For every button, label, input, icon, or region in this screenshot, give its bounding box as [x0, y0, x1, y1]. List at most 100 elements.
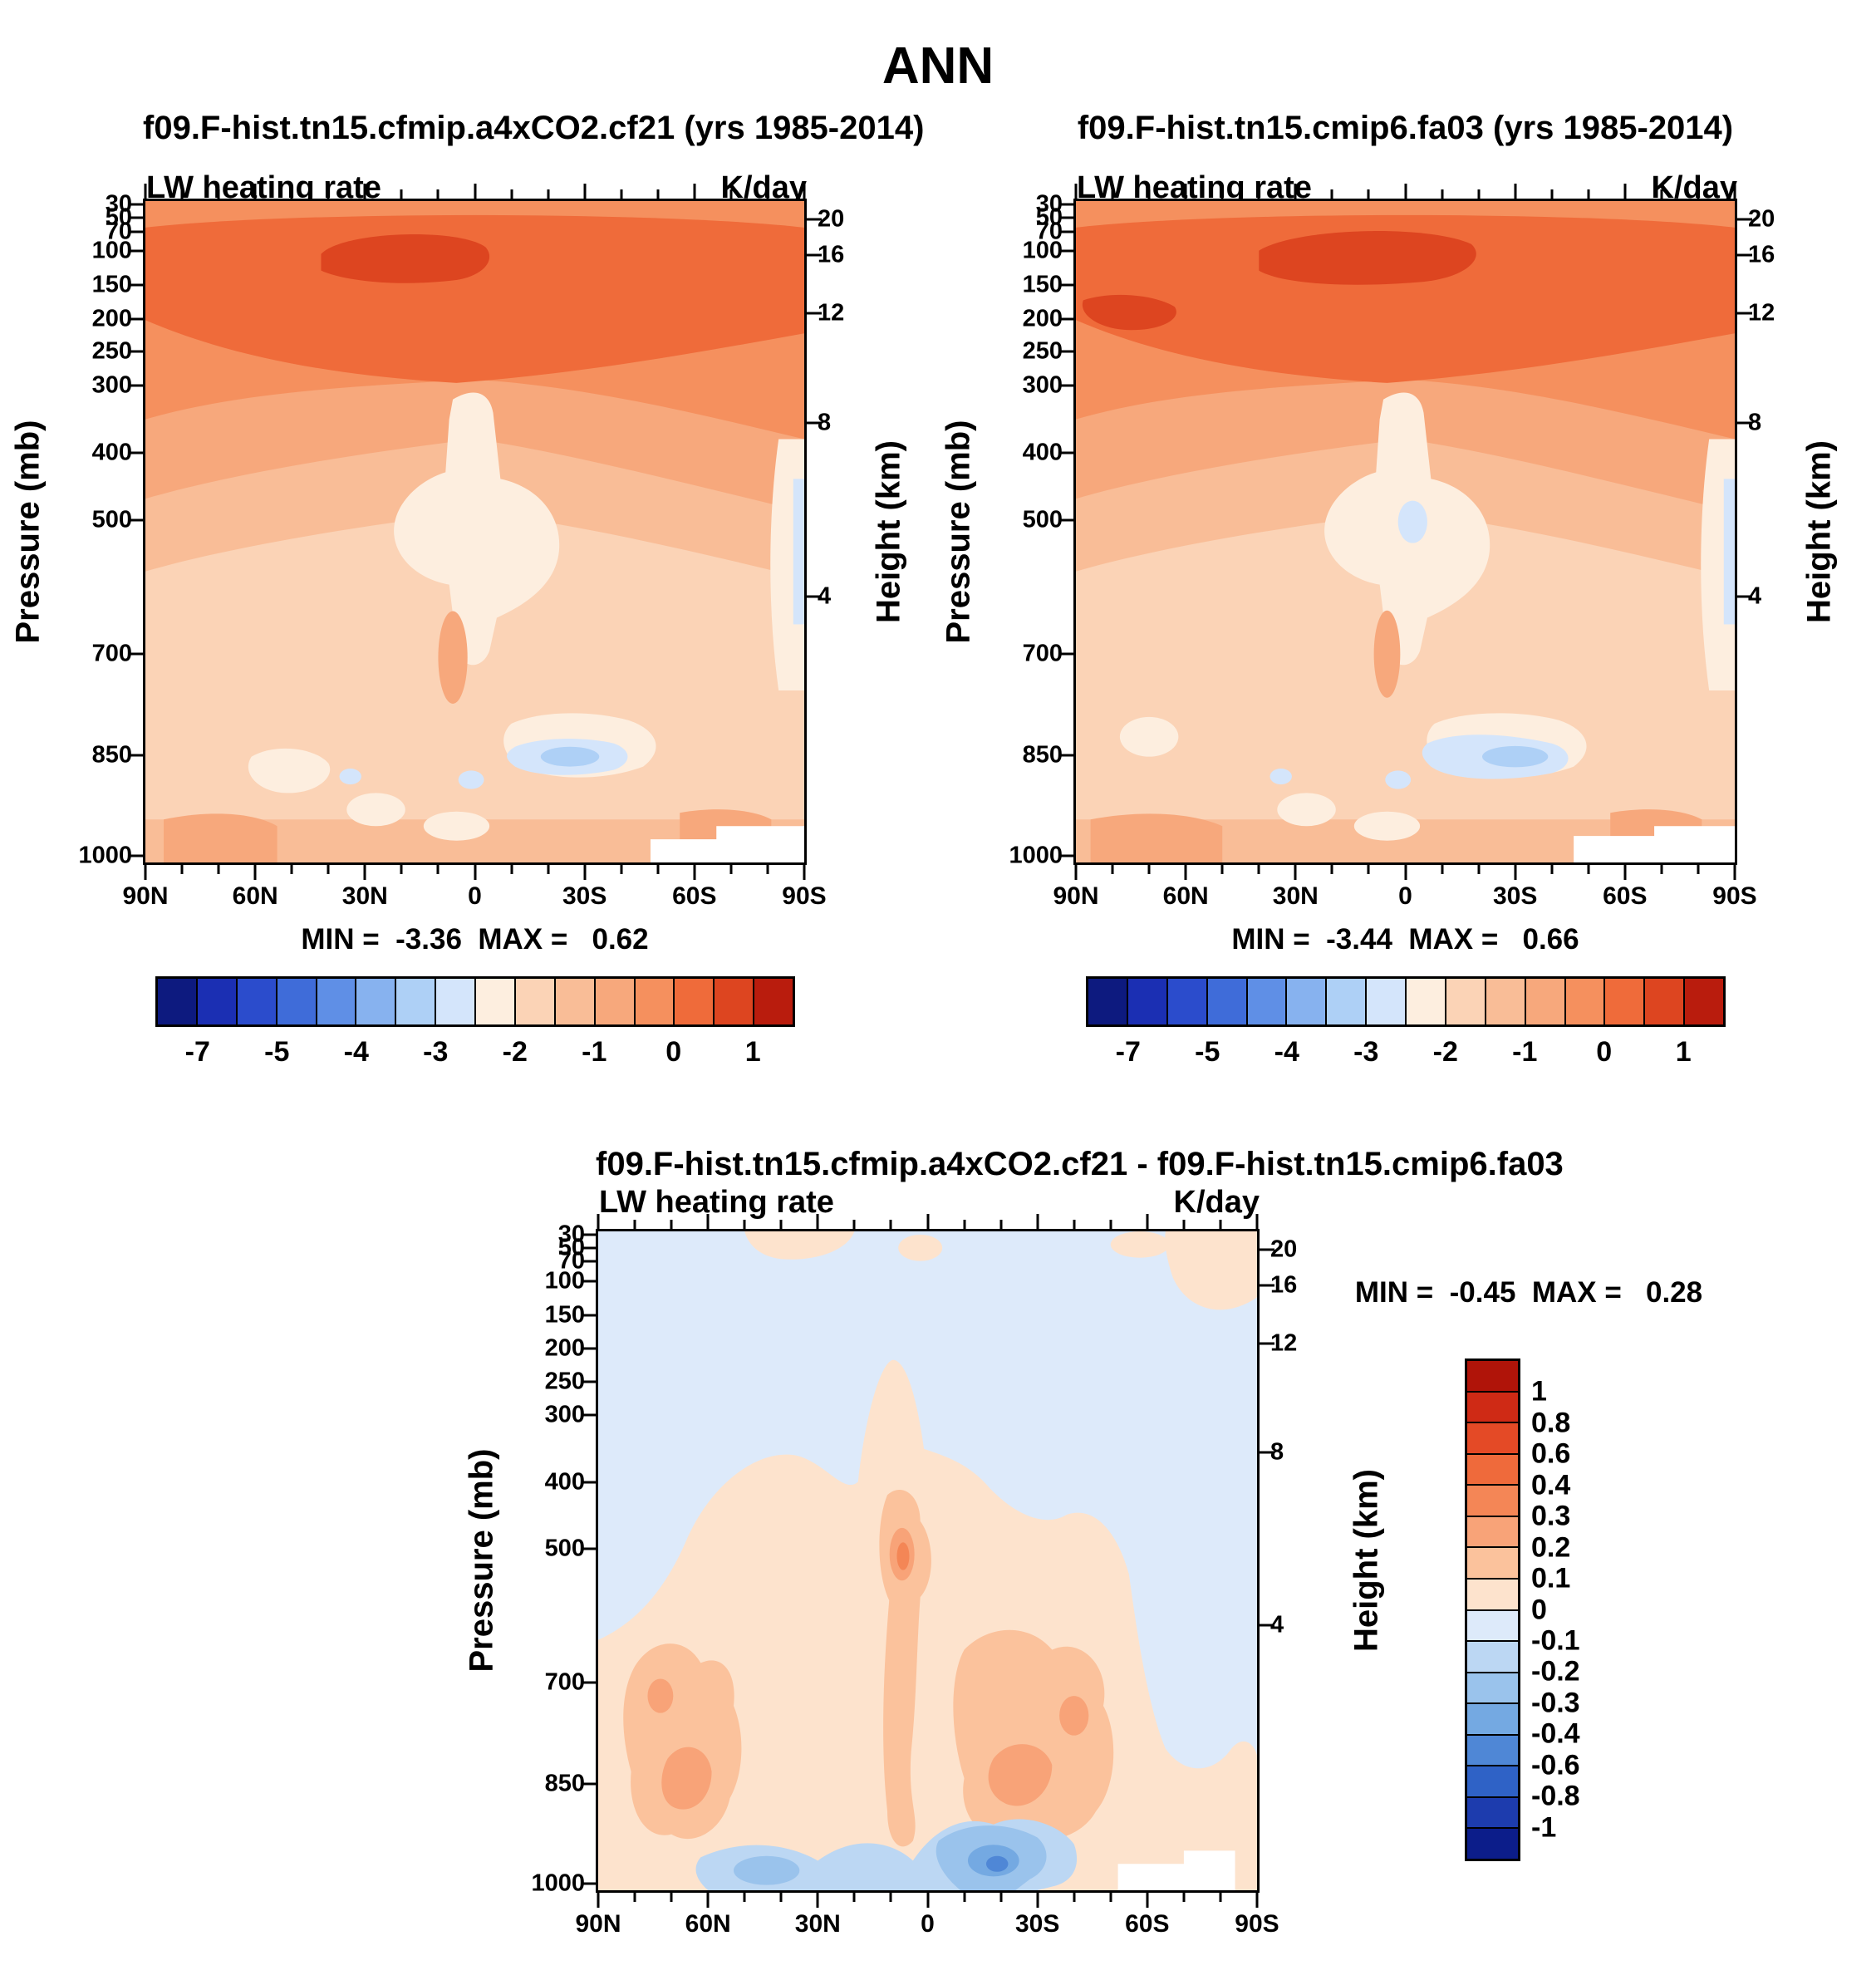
colorbar-cell: [513, 979, 554, 1024]
latitude-tick: [706, 1214, 710, 1229]
colorbar-tick-label: 0.4: [1531, 1469, 1571, 1501]
colorbar-cell: [395, 979, 435, 1024]
latitude-tick: [1514, 184, 1517, 199]
pressure-tick: [128, 317, 143, 321]
colorbar-cell: [1467, 1733, 1518, 1766]
panel-model-b: f09.F-hist.tn15.cmip6.fa03 (yrs 1985-201…: [931, 71, 1876, 1113]
latitude-tick: [363, 184, 366, 199]
colorbar-cell: [1683, 979, 1723, 1024]
variable-label: LW heating rate: [599, 1185, 834, 1220]
pressure-tick-label: 50: [1035, 204, 1063, 231]
latitude-tick: [327, 865, 330, 874]
latitude-tick: [1660, 865, 1663, 874]
colorbar-tick-label: -1: [582, 1036, 607, 1068]
colorbar-cell: [633, 979, 674, 1024]
surface-band: [1076, 819, 1735, 862]
colorbar-cell: [355, 979, 395, 1024]
latitude-tick: [1146, 1214, 1149, 1229]
latitude-tick: [1550, 865, 1554, 874]
height-tick-label: 16: [818, 241, 845, 268]
contour-field-difference: [598, 1231, 1257, 1890]
latitude-tick: [1255, 1214, 1259, 1229]
colorbar-cell: [315, 979, 356, 1024]
stratosphere-band: [145, 214, 804, 383]
contour-field-model-a: [145, 201, 804, 862]
latitude-tick: [1146, 1893, 1149, 1908]
pressure-tick: [1058, 854, 1073, 857]
pressure-axis-title: Pressure (mb): [940, 420, 977, 644]
latitude-tick: [743, 1220, 746, 1229]
latitude-tick: [217, 865, 220, 874]
latitude-tick: [1697, 189, 1700, 199]
latitude-tick: [1477, 189, 1481, 199]
pressure-tick-label: 1000: [78, 842, 132, 869]
latitude-tick: [1697, 865, 1700, 874]
colorbar-cell: [235, 979, 276, 1024]
latitude-tick: [290, 189, 293, 199]
latitude-tick: [1036, 1214, 1039, 1229]
colorbar-cell: [1643, 979, 1684, 1024]
colorbar-tick-label: 1: [744, 1036, 761, 1068]
height-tick-label: 16: [1748, 241, 1775, 268]
pressure-tick-label: 400: [1022, 439, 1063, 466]
colorbar-tick-label: -5: [264, 1036, 290, 1068]
height-tick-label: 20: [818, 205, 845, 233]
latitude-tick: [1550, 189, 1554, 199]
colorbar-tick-label: -1: [1512, 1036, 1538, 1068]
latitude-tick: [803, 184, 806, 199]
colorbar-tick-label: 1: [1675, 1036, 1692, 1068]
pressure-tick: [581, 1380, 596, 1383]
latitude-tick: [852, 1893, 856, 1902]
latitude-tick: [474, 865, 476, 880]
latitude-tick: [1182, 1220, 1186, 1229]
pressure-tick: [1058, 230, 1073, 233]
latitude-tick: [803, 865, 806, 880]
colorbar-cell: [1126, 979, 1166, 1024]
pressure-tick-label: 250: [91, 337, 132, 365]
pressure-tick: [581, 1782, 596, 1786]
height-tick: [807, 218, 822, 221]
colorbar-cell: [1467, 1484, 1518, 1516]
latitude-tick-label: 60N: [232, 882, 278, 910]
units-label: K/day: [1173, 1185, 1260, 1220]
latitude-tick: [779, 1220, 783, 1229]
latitude-tick: [400, 189, 403, 199]
colorbar-cell: [1365, 979, 1405, 1024]
latitude-tick: [1660, 189, 1663, 199]
colorbar-cell: [1467, 1361, 1518, 1391]
latitude-tick: [656, 189, 660, 199]
nh-positive-blob: [623, 1643, 742, 1840]
height-tick: [1737, 218, 1752, 221]
colorbar-tick-label: 0.6: [1531, 1437, 1571, 1470]
height-tick-label: 12: [1270, 1329, 1298, 1357]
latitude-tick-label: 90N: [122, 882, 169, 910]
colorbar-cell: [1467, 1390, 1518, 1422]
pressure-tick: [128, 652, 143, 656]
height-tick-label: 12: [1748, 299, 1775, 327]
colorbar-vertical: 1 0.8 0.6 0.4 0.3 0.2 0.1 0 -0.1 -0.2 -0.3 -0.4 -0.6…: [1465, 1358, 1580, 1861]
latitude-tick: [766, 865, 769, 874]
latitude-tick-label: 0: [921, 1910, 935, 1938]
latitude-tick: [1257, 189, 1260, 199]
colorbar-cell: [275, 979, 316, 1024]
pressure-tick: [128, 350, 143, 353]
height-tick-label: 4: [1748, 582, 1762, 610]
latitude-tick-label: 90S: [1712, 882, 1757, 910]
latitude-tick: [180, 865, 184, 874]
pressure-axis-title: Pressure (mb): [463, 1448, 500, 1673]
latitude-tick: [217, 189, 220, 199]
pressure-tick: [128, 754, 143, 757]
latitude-tick: [1111, 189, 1114, 199]
height-tick: [1260, 1624, 1274, 1627]
latitude-tick: [1477, 865, 1481, 874]
heating-maximum: [1259, 231, 1476, 285]
colorbar-cell: [1467, 1827, 1518, 1859]
pressure-tick: [1058, 249, 1073, 253]
colorbar-cell: [1467, 1577, 1518, 1609]
colorbar-cell: [593, 979, 634, 1024]
pressure-tick: [581, 1481, 596, 1484]
colorbar-tick-label: 0.3: [1531, 1500, 1571, 1532]
pressure-tick-label: 850: [544, 1770, 585, 1797]
height-tick: [807, 421, 822, 425]
latitude-tick: [180, 189, 184, 199]
